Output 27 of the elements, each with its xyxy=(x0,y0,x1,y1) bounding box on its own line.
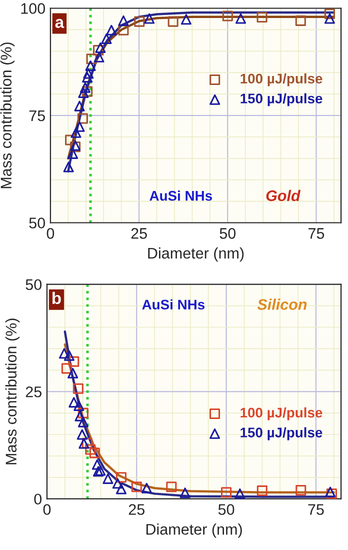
legend-label: 100 µJ/pulse xyxy=(240,407,322,420)
legend-label: 150 µJ/pulse xyxy=(240,93,322,106)
legend-label: 150 µJ/pulse xyxy=(240,427,322,440)
y-tick-label: 0 xyxy=(34,494,42,505)
x-axis-title: Diameter (nm) xyxy=(146,524,242,538)
annotation: Silicon xyxy=(257,298,307,310)
x-tick-label: 50 xyxy=(218,504,234,515)
x-axis-title: Diameter (nm) xyxy=(148,247,244,262)
annotation: AuSi NHs xyxy=(150,190,212,201)
y-tick-label: 50 xyxy=(29,218,46,228)
legend-label: 100 µJ/pulse xyxy=(240,73,322,86)
y-tick-label: 100 xyxy=(21,3,46,14)
x-tick-label: 0 xyxy=(46,228,54,239)
annotation: b xyxy=(52,292,61,304)
annotation: Gold xyxy=(266,190,301,202)
annotation: a xyxy=(55,18,64,28)
y-axis-title: Mass contribution (%) xyxy=(0,42,15,188)
x-tick-label: 50 xyxy=(220,228,236,239)
y-tick-label: 25 xyxy=(26,386,42,398)
y-tick-label: 75 xyxy=(29,110,45,122)
y-axis-title: Mass contribution (%) xyxy=(5,318,20,464)
x-tick-label: 25 xyxy=(128,504,144,515)
x-tick-label: 75 xyxy=(308,228,324,239)
y-tick-label: 50 xyxy=(26,279,42,290)
annotation: AuSi NHs xyxy=(142,299,204,310)
x-tick-label: 75 xyxy=(308,504,324,515)
x-tick-label: 25 xyxy=(131,228,147,239)
